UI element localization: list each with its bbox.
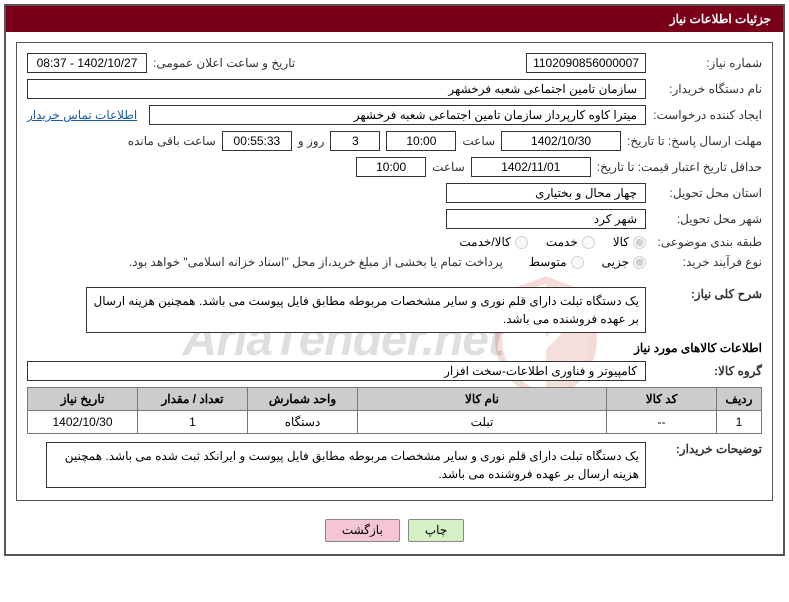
- label-buyer-org: نام دستگاه خریدار:: [652, 82, 762, 96]
- label-validity: حداقل تاریخ اعتبار قیمت: تا تاریخ:: [597, 160, 762, 174]
- label-buyer-notes: توضیحات خریدار:: [652, 442, 762, 456]
- radio-minor[interactable]: جزیی: [602, 255, 646, 269]
- label-days-and: روز و: [298, 134, 325, 148]
- value-need-no: 1102090856000007: [526, 53, 646, 73]
- label-requester: ایجاد کننده درخواست:: [652, 108, 762, 122]
- value-buyer-org: سازمان تامین اجتماعی شعبه فرخشهر: [27, 79, 646, 99]
- page-title: جزئیات اطلاعات نیاز: [6, 6, 783, 32]
- value-province: چهار محال و بختیاری: [446, 183, 646, 203]
- value-deadline-time: 10:00: [386, 131, 456, 151]
- label-hour-2: ساعت: [432, 160, 465, 174]
- value-requester: میترا کاوه کارپرداز سازمان تامین اجتماعی…: [149, 105, 646, 125]
- print-button[interactable]: چاپ: [408, 519, 464, 542]
- radio-service[interactable]: خدمت: [546, 235, 595, 249]
- label-province: استان محل تحویل:: [652, 186, 762, 200]
- label-city: شهر محل تحویل:: [652, 212, 762, 226]
- category-radio-group: کالا خدمت کالا/خدمت: [459, 235, 646, 249]
- details-panel: شماره نیاز: 1102090856000007 تاریخ و ساع…: [16, 42, 773, 501]
- label-deadline: مهلت ارسال پاسخ: تا تاریخ:: [627, 134, 762, 148]
- td-name: تبلت: [358, 411, 607, 434]
- main-window: جزئیات اطلاعات نیاز شماره نیاز: 11020908…: [4, 4, 785, 556]
- button-bar: چاپ بازگشت: [6, 511, 783, 554]
- table-header-row: ردیف کد کالا نام کالا واحد شمارش تعداد /…: [28, 388, 762, 411]
- process-note: پرداخت تمام یا بخشی از مبلغ خرید،از محل …: [129, 255, 503, 269]
- label-hour-1: ساعت: [462, 134, 495, 148]
- process-radio-group: جزیی متوسط: [529, 255, 646, 269]
- value-announce-dt: 1402/10/27 - 08:37: [27, 53, 147, 73]
- label-announce-dt: تاریخ و ساعت اعلان عمومی:: [153, 56, 295, 70]
- value-validity-date: 1402/11/01: [471, 157, 591, 177]
- td-qty: 1: [138, 411, 248, 434]
- th-code: کد کالا: [607, 388, 717, 411]
- label-item-group: گروه کالا:: [652, 364, 762, 378]
- td-unit: دستگاه: [248, 411, 358, 434]
- label-category: طبقه بندی موضوعی:: [652, 235, 762, 249]
- radio-goods[interactable]: کالا: [613, 235, 646, 249]
- items-table: ردیف کد کالا نام کالا واحد شمارش تعداد /…: [27, 387, 762, 434]
- table-row: 1 -- تبلت دستگاه 1 1402/10/30: [28, 411, 762, 434]
- value-buyer-notes: یک دستگاه تبلت دارای قلم نوری و سایر مشخ…: [46, 442, 646, 488]
- value-city: شهر کرد: [446, 209, 646, 229]
- radio-medium[interactable]: متوسط: [529, 255, 584, 269]
- label-remaining: ساعت باقی مانده: [128, 134, 216, 148]
- th-name: نام کالا: [358, 388, 607, 411]
- label-need-no: شماره نیاز:: [652, 56, 762, 70]
- items-header: اطلاعات کالاهای مورد نیاز: [27, 341, 762, 355]
- td-row: 1: [717, 411, 762, 434]
- value-remaining-time: 00:55:33: [222, 131, 292, 151]
- td-code: --: [607, 411, 717, 434]
- th-date: تاریخ نیاز: [28, 388, 138, 411]
- td-date: 1402/10/30: [28, 411, 138, 434]
- th-qty: تعداد / مقدار: [138, 388, 248, 411]
- label-process: نوع فرآیند خرید:: [652, 255, 762, 269]
- value-deadline-date: 1402/10/30: [501, 131, 621, 151]
- back-button[interactable]: بازگشت: [325, 519, 400, 542]
- value-remaining-days: 3: [330, 131, 380, 151]
- value-item-group: کامپیوتر و فناوری اطلاعات-سخت افزار: [27, 361, 646, 381]
- label-general-desc: شرح کلی نیاز:: [652, 287, 762, 301]
- th-unit: واحد شمارش: [248, 388, 358, 411]
- th-row: ردیف: [717, 388, 762, 411]
- value-validity-time: 10:00: [356, 157, 426, 177]
- buyer-contact-link[interactable]: اطلاعات تماس خریدار: [27, 108, 137, 122]
- radio-both[interactable]: کالا/خدمت: [459, 235, 527, 249]
- value-general-desc: یک دستگاه تبلت دارای قلم نوری و سایر مشخ…: [86, 287, 646, 333]
